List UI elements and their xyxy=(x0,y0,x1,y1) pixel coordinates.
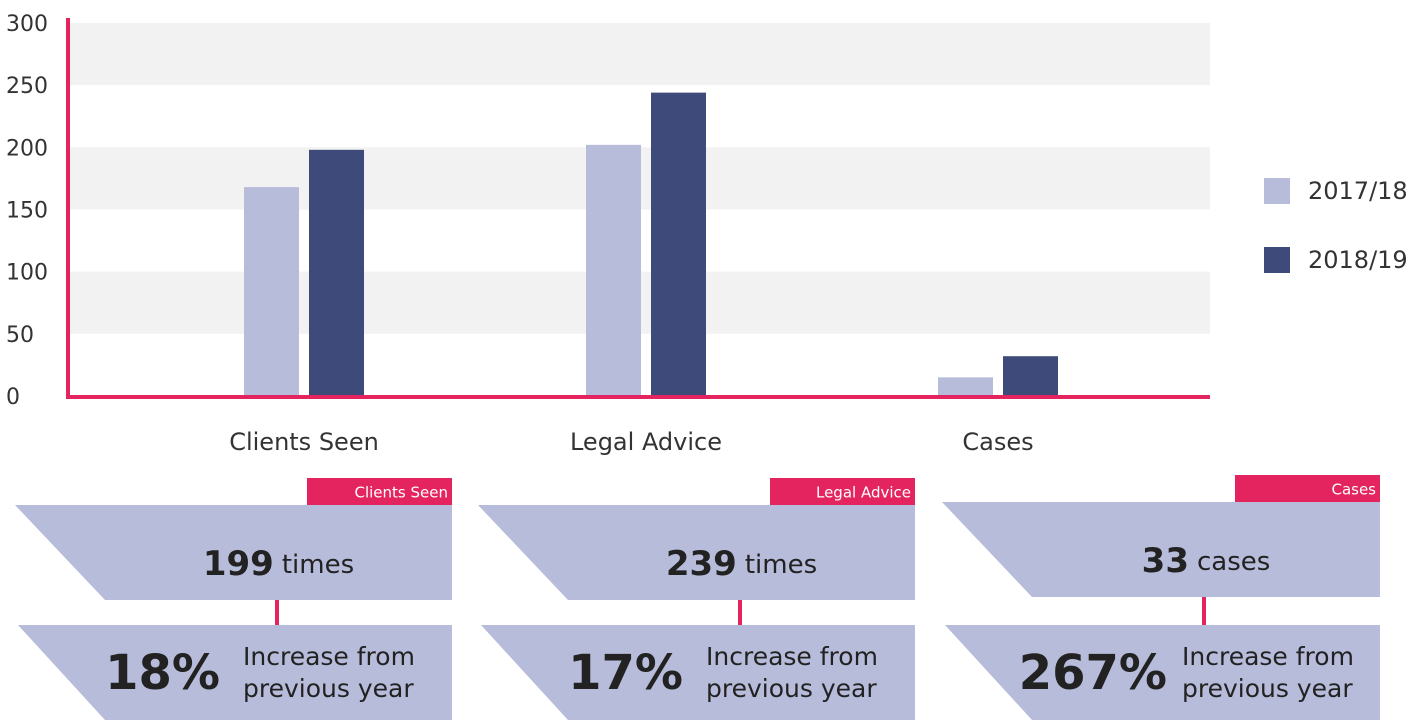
card-note: previous year xyxy=(243,674,414,703)
card-bottom xyxy=(945,625,1380,720)
bar xyxy=(651,92,706,397)
card-bottom xyxy=(481,625,915,720)
card-note: previous year xyxy=(1182,674,1353,703)
card-count: 33 cases xyxy=(1142,541,1271,581)
card-tag-label: Clients Seen xyxy=(355,484,449,502)
bar xyxy=(1003,356,1058,396)
card-top xyxy=(478,505,915,600)
count-number: 33 xyxy=(1142,541,1189,581)
card-tag xyxy=(770,478,915,505)
card-tag xyxy=(307,478,452,505)
bar xyxy=(244,187,299,396)
card-tag xyxy=(1235,475,1380,502)
legend-label: 2017/18 xyxy=(1308,177,1408,205)
card-tag-label: Legal Advice xyxy=(816,484,911,502)
card-percent: 17% xyxy=(568,645,683,701)
count-unit: times xyxy=(282,550,354,580)
stat-card: Cases 33 cases 267% Increase from previous ye… xyxy=(942,475,1380,720)
y-tick-label: 100 xyxy=(6,261,48,286)
card-percent: 18% xyxy=(105,645,220,701)
y-tick-label: 50 xyxy=(6,323,34,348)
bar xyxy=(586,144,641,396)
y-tick-label: 300 xyxy=(6,12,48,37)
x-tick-label: Cases xyxy=(962,428,1033,456)
y-tick-label: 250 xyxy=(6,74,48,99)
x-tick-label: Clients Seen xyxy=(229,428,379,456)
count-number: 239 xyxy=(666,544,737,584)
count-unit: cases xyxy=(1197,547,1270,577)
card-percent: 267% xyxy=(1019,645,1167,701)
stat-card: Clients Seen 199 times 18% Increase from prev… xyxy=(15,478,452,720)
legend-swatch xyxy=(1264,178,1290,204)
card-top xyxy=(942,502,1380,597)
bar xyxy=(938,377,993,396)
card-top xyxy=(15,505,452,600)
y-tick-label: 200 xyxy=(6,136,48,161)
stat-card: Legal Advice 239 times 17% Increase from prev… xyxy=(478,478,915,720)
count-number: 199 xyxy=(203,544,274,584)
card-note: Increase from xyxy=(1182,642,1354,671)
card-note: previous year xyxy=(706,674,877,703)
y-tick-label: 0 xyxy=(6,385,20,410)
legend-swatch xyxy=(1264,247,1290,273)
count-unit: times xyxy=(745,550,817,580)
card-note: Increase from xyxy=(243,642,415,671)
card-count: 239 times xyxy=(666,544,817,584)
card-note: Increase from xyxy=(706,642,878,671)
bar xyxy=(309,149,364,396)
card-tag-label: Cases xyxy=(1331,481,1376,499)
card-bottom xyxy=(18,625,452,720)
legend-label: 2018/19 xyxy=(1308,246,1408,274)
grid-band xyxy=(68,23,1210,86)
x-tick-label: Legal Advice xyxy=(570,428,722,456)
y-tick-label: 150 xyxy=(6,199,48,224)
card-count: 199 times xyxy=(203,544,354,584)
